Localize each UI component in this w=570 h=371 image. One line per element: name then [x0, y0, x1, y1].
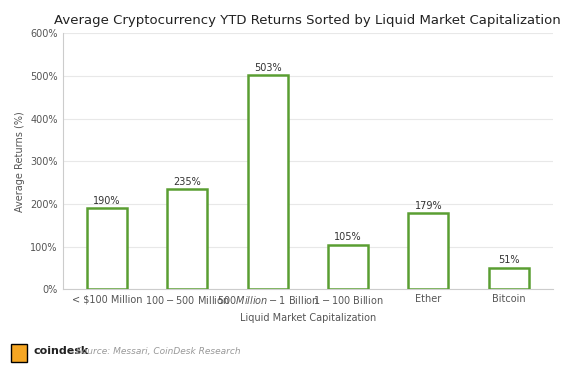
Bar — [488, 267, 529, 289]
X-axis label: Liquid Market Capitalization: Liquid Market Capitalization — [239, 313, 376, 323]
Bar — [408, 213, 449, 289]
Text: 179%: 179% — [414, 201, 442, 211]
Title: Average Cryptocurrency YTD Returns Sorted by Liquid Market Capitalization: Average Cryptocurrency YTD Returns Sorte… — [54, 14, 561, 27]
Bar — [167, 189, 207, 289]
Text: coindesk: coindesk — [33, 347, 88, 357]
Text: 190%: 190% — [93, 196, 121, 206]
Y-axis label: Average Returns (%): Average Returns (%) — [15, 111, 25, 212]
Text: 235%: 235% — [173, 177, 201, 187]
Text: Source: Messari, CoinDesk Research: Source: Messari, CoinDesk Research — [76, 347, 241, 357]
Text: 51%: 51% — [498, 256, 519, 266]
Bar — [328, 244, 368, 289]
Text: 503%: 503% — [254, 63, 282, 73]
Bar — [87, 209, 127, 289]
Text: 105%: 105% — [334, 233, 362, 243]
Bar — [247, 75, 288, 289]
